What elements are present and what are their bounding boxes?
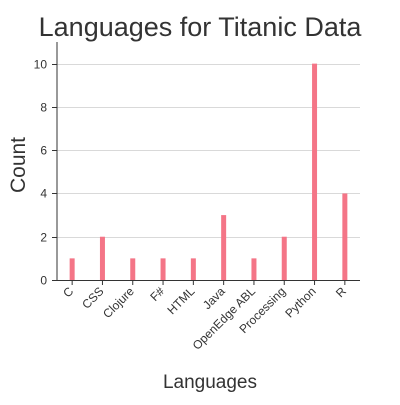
- axes: [56, 42, 360, 281]
- bar: [342, 193, 348, 280]
- x-tick-label: R: [333, 284, 349, 300]
- bars: [69, 63, 348, 280]
- chart-title: Languages for Titanic Data: [39, 12, 363, 42]
- y-tick-label: 2: [40, 231, 47, 245]
- bar: [160, 258, 166, 280]
- y-tick-label: 0: [40, 274, 47, 288]
- x-tick-label: C: [60, 284, 76, 300]
- y-axis-label: Count: [7, 137, 30, 193]
- x-axis-label: Languages: [163, 372, 257, 393]
- bar: [221, 215, 227, 280]
- y-tick-label: 6: [40, 144, 47, 158]
- x-tick-label: HTML: [164, 284, 197, 317]
- bar: [281, 236, 287, 280]
- y-ticks: 0 2 4 6 8 10: [34, 58, 57, 288]
- bar: [99, 236, 105, 280]
- y-tick-label: 10: [34, 58, 48, 72]
- x-tick-label: Clojure: [100, 284, 137, 321]
- y-tick-label: 4: [40, 187, 47, 201]
- bar: [130, 258, 136, 280]
- x-tick-label: F#: [147, 284, 167, 304]
- bar: [190, 258, 196, 280]
- bar: [312, 63, 318, 280]
- y-tick-label: 8: [40, 101, 47, 115]
- bar: [251, 258, 257, 280]
- bar: [69, 258, 75, 280]
- x-tick-label: Python: [282, 284, 318, 320]
